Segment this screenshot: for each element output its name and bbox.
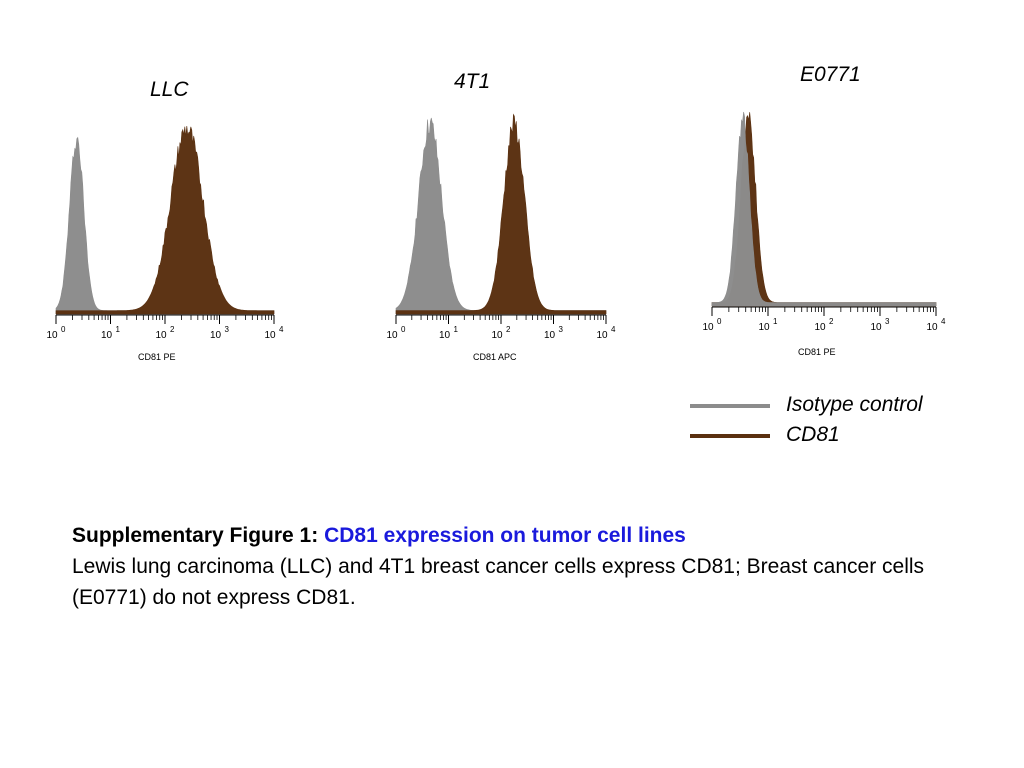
- x-tick-label: 10: [386, 330, 398, 341]
- x-tick-label: 10: [926, 322, 938, 333]
- x-tick-label: 10: [596, 330, 608, 341]
- x-tick-label-exponent: 1: [454, 325, 459, 334]
- x-tick-label: 10: [46, 330, 58, 341]
- legend-label-cd81: CD81: [786, 423, 840, 446]
- panel-title-4t1: 4T1: [454, 70, 491, 93]
- x-tick-label-exponent: 3: [559, 325, 564, 334]
- x-tick-label: 10: [814, 322, 826, 333]
- x-tick-label-exponent: 4: [611, 325, 616, 334]
- x-tick-label-exponent: 2: [506, 325, 511, 334]
- panel-title-e0771: E0771: [800, 63, 861, 86]
- x-axis-label-llc: CD81 PE: [138, 352, 176, 362]
- figure-caption: Supplementary Figure 1: CD81 expression …: [72, 520, 962, 613]
- x-tick-label: 10: [264, 330, 276, 341]
- legend-item-isotype: Isotype control: [690, 393, 950, 419]
- caption-body: Lewis lung carcinoma (LLC) and 4T1 breas…: [72, 555, 925, 609]
- legend-swatch-isotype: [690, 404, 770, 408]
- x-tick-label-exponent: 0: [61, 325, 66, 334]
- x-tick-label: 10: [210, 330, 222, 341]
- series-cd81-area: [55, 125, 275, 315]
- x-tick-label-exponent: 3: [225, 325, 230, 334]
- x-tick-label: 10: [491, 330, 503, 341]
- x-tick-label: 10: [758, 322, 770, 333]
- x-tick-label-exponent: 3: [885, 317, 890, 326]
- x-axis-label-4t1: CD81 APC: [473, 352, 517, 362]
- x-tick-label-exponent: 0: [717, 317, 722, 326]
- x-tick-label: 10: [870, 322, 882, 333]
- series-isotype-area: [711, 111, 937, 307]
- x-tick-label-exponent: 0: [401, 325, 406, 334]
- x-tick-label-exponent: 1: [773, 317, 778, 326]
- caption-title: CD81 expression on tumor cell lines: [324, 524, 686, 547]
- legend-label-isotype: Isotype control: [786, 393, 923, 416]
- x-tick-label: 10: [702, 322, 714, 333]
- x-tick-label: 10: [439, 330, 451, 341]
- panel-title-llc: LLC: [150, 78, 189, 101]
- x-tick-label-exponent: 1: [116, 325, 121, 334]
- x-axis-label-e0771: CD81 PE: [798, 347, 836, 357]
- caption-heading: Supplementary Figure 1:: [72, 524, 319, 547]
- x-tick-label-exponent: 4: [941, 317, 946, 326]
- x-tick-label: 10: [101, 330, 113, 341]
- x-tick-label-exponent: 2: [829, 317, 834, 326]
- x-tick-label: 10: [155, 330, 167, 341]
- series-cd81-area: [395, 113, 607, 315]
- x-tick-label-exponent: 4: [279, 325, 284, 334]
- x-tick-label-exponent: 2: [170, 325, 175, 334]
- caption-heading-line: Supplementary Figure 1: CD81 expression …: [72, 520, 962, 551]
- x-tick-label: 10: [544, 330, 556, 341]
- legend-item-cd81: CD81: [690, 423, 950, 449]
- legend-swatch-cd81: [690, 434, 770, 438]
